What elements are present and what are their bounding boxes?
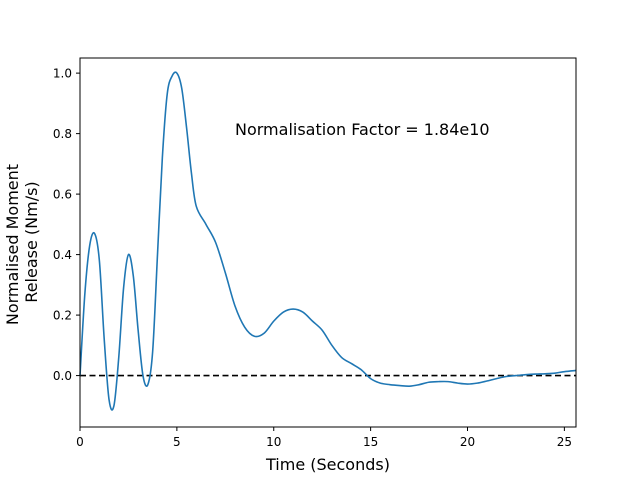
annotation-text: Normalisation Factor = 1.84e10 xyxy=(235,120,490,139)
y-axis-label-line-2: Release (Nm/s) xyxy=(22,181,41,302)
y-axis-ticks: 0.0 0.2 0.4 0.6 0.8 1.0 xyxy=(53,67,80,383)
x-tick-label: 25 xyxy=(557,435,572,449)
series-line-0 xyxy=(79,71,577,411)
x-axis-label: Time (Seconds) xyxy=(265,455,390,474)
x-tick-label: 0 xyxy=(76,435,84,449)
y-tick-label: 0.8 xyxy=(53,127,72,141)
y-tick-label: 1.0 xyxy=(53,67,72,81)
y-tick-label: 0.4 xyxy=(53,248,72,262)
y-axis-label-line-1: Normalised Moment xyxy=(3,164,22,325)
plot-frame xyxy=(79,57,577,428)
y-axis-label: Normalised Moment Release (Nm/s) xyxy=(3,159,41,325)
series-layer xyxy=(79,71,577,411)
y-tick-label: 0.2 xyxy=(53,309,72,323)
x-tick-label: 20 xyxy=(460,435,475,449)
y-tick-label: 0.0 xyxy=(53,369,72,383)
x-tick-label: 5 xyxy=(173,435,181,449)
x-tick-label: 10 xyxy=(266,435,281,449)
x-axis-ticks: 0 5 10 15 20 25 xyxy=(76,427,572,449)
y-tick-label: 0.6 xyxy=(53,188,72,202)
plot-area xyxy=(80,58,576,427)
x-tick-label: 15 xyxy=(363,435,378,449)
